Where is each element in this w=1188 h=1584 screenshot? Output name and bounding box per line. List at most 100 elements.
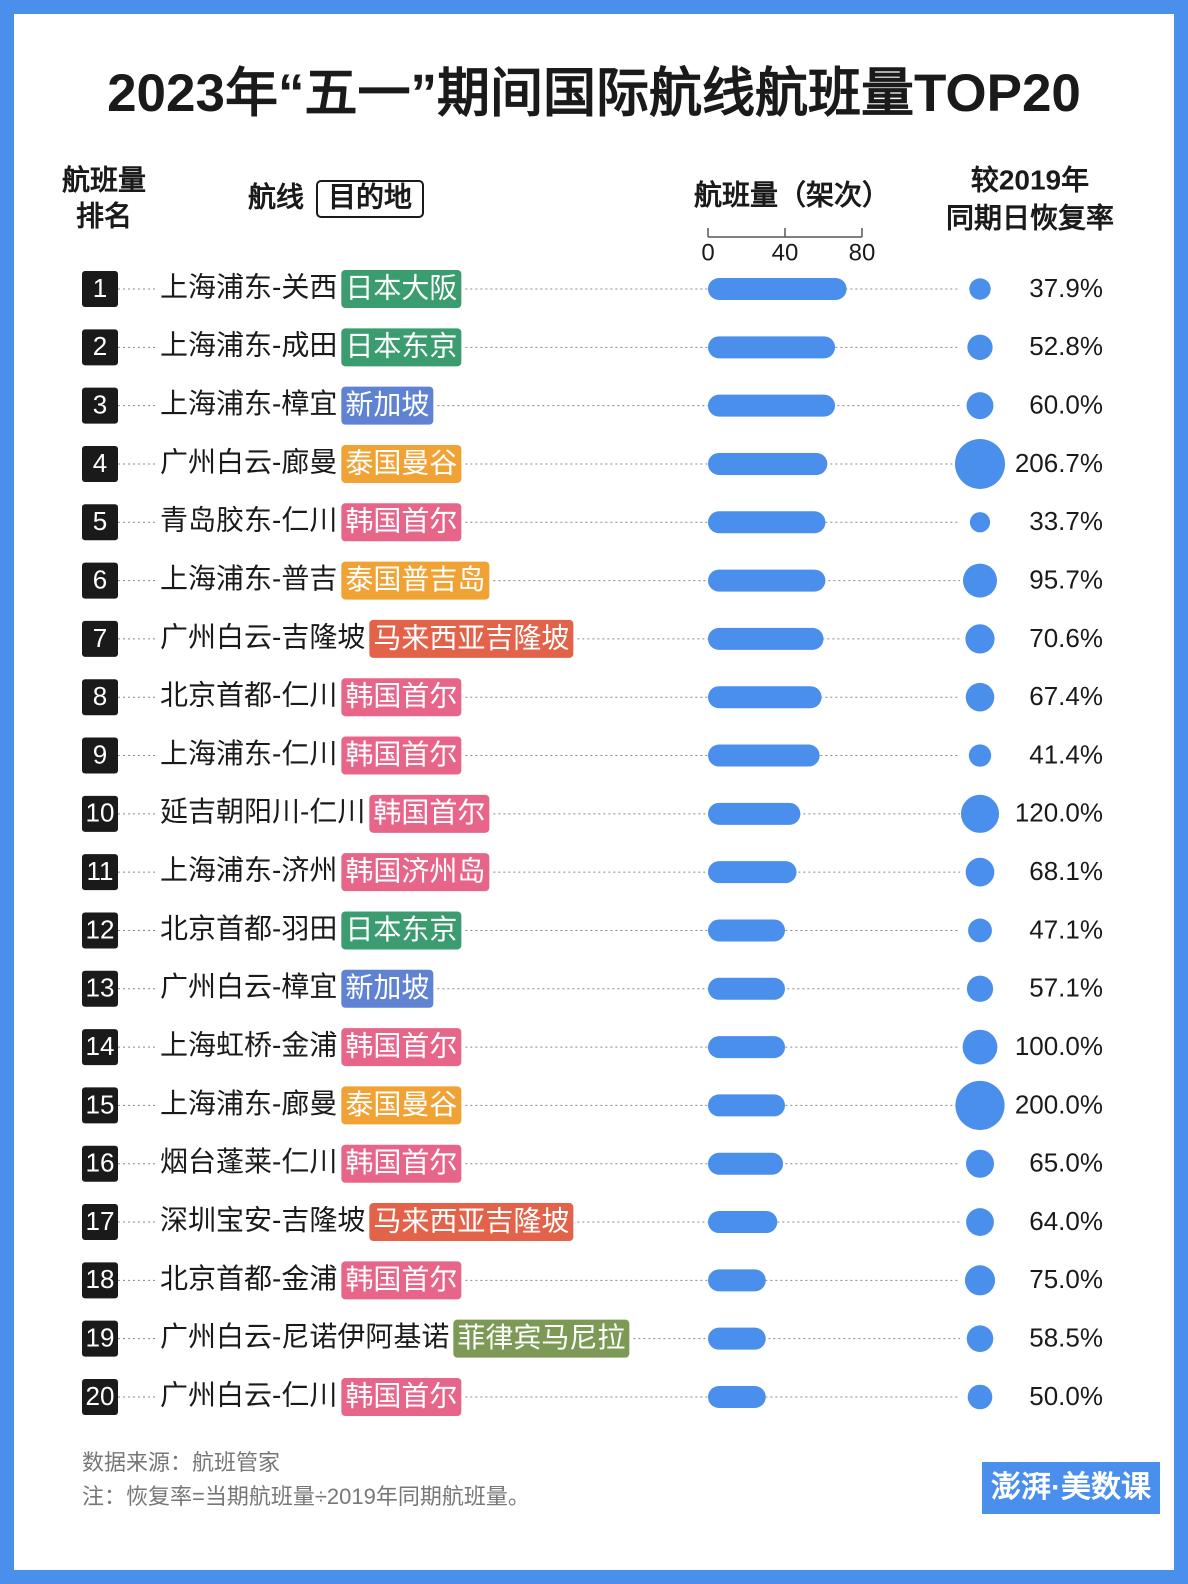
bar [708,1094,785,1117]
destination-tag [341,328,462,367]
bar [708,802,801,825]
rate-label: 95.7% [1029,564,1103,594]
bar [708,686,822,709]
route: 北京首都-金浦 [160,1263,337,1294]
destination-tag [369,794,490,833]
destination: 泰国普吉岛 [345,564,485,595]
rank: 2 [93,331,107,361]
destination: 新加坡 [345,972,429,1003]
destination-tag [341,853,490,892]
rank: 18 [86,1264,115,1294]
rate-label: 200.0% [1015,1089,1103,1119]
rank-header: 排名 [76,200,132,231]
rank: 12 [86,914,115,944]
rank: 13 [86,973,115,1003]
logo-box [982,1462,1160,1514]
rate-label: 47.1% [1029,914,1103,944]
bar [708,744,820,767]
rate-label: 52.8% [1029,331,1103,361]
rank: 16 [86,1148,115,1178]
destination: 韩国首尔 [345,1147,457,1178]
rate-label: 100.0% [1015,1031,1103,1061]
rank-box [82,737,118,774]
route: 上海浦东-济州 [160,855,337,886]
route: 北京首都-羽田 [160,913,337,944]
bar [708,569,826,592]
rank: 19 [86,1323,115,1353]
route: 深圳宝安-吉隆坡 [160,1204,365,1235]
rank: 1 [93,273,107,303]
rank-box [82,387,118,424]
rate-bubble [965,624,995,654]
destination-tag [341,1261,462,1300]
route: 延吉朝阳川-仁川 [160,796,365,827]
bar [708,336,836,359]
rank-box [82,271,118,307]
rank: 15 [86,1089,115,1119]
rate-bubble [967,1384,993,1410]
rate-bubble [966,975,994,1002]
rate-label: 65.0% [1029,1148,1103,1178]
destination: 韩国首尔 [345,739,457,770]
destination: 马来西亚吉隆坡 [373,622,569,653]
bar [708,627,824,650]
destination-tag [341,1086,462,1125]
bar [708,1036,785,1059]
rank-box [82,970,118,1007]
rate-bubble [966,392,994,420]
rank: 20 [86,1381,115,1411]
rate-header: 同期日恢复率 [946,201,1114,233]
rank: 11 [87,856,114,886]
rank-box [82,1262,118,1299]
rate-bubble [965,1149,995,1178]
bar [708,977,785,1000]
rate-bubble [969,512,991,533]
rank-box [82,445,118,482]
rate-label: 41.4% [1029,739,1103,769]
rank-box [82,1145,118,1182]
rank: 6 [93,564,107,594]
destination-tag [341,270,462,308]
destination-tag [341,561,490,600]
route: 广州白云-廊曼 [160,446,337,477]
destination-tag [369,1203,574,1242]
rate-bubble [966,1325,994,1352]
rate-label: 70.6% [1029,623,1103,653]
rate-bubble [965,857,995,887]
rate-bubble [955,438,1005,489]
bar [708,394,836,417]
destination: 韩国首尔 [345,1264,457,1295]
chart-title: 2023年“五一”期间国际航线航班量TOP20 [107,64,1081,123]
rate-header: 较2019年 [971,163,1089,195]
rank-box [82,329,118,366]
rate-bubble [968,918,992,943]
destination-tag [341,1378,462,1416]
rank: 17 [86,1206,115,1236]
destination: 韩国首尔 [345,1380,457,1411]
rank: 10 [86,798,115,828]
rank-box [82,562,118,599]
destination: 新加坡 [345,389,429,420]
route: 上海虹桥-金浦 [160,1029,337,1060]
route: 上海浦东-普吉 [160,563,337,594]
destination: 日本东京 [345,331,457,362]
bar [708,1327,766,1350]
route: 上海浦东-仁川 [160,738,337,769]
destination-tag [453,1319,630,1358]
rank-box [82,1320,118,1357]
destination: 韩国首尔 [373,797,485,828]
destination-header-box [316,180,424,218]
destination: 韩国济州岛 [345,856,485,887]
rank-box [82,1029,118,1066]
route: 烟台蓬莱-仁川 [160,1146,337,1177]
destination: 韩国首尔 [345,506,457,537]
rate-label: 120.0% [1015,798,1103,828]
rank-box [82,1379,118,1415]
rank: 5 [93,506,107,536]
rate-label: 67.4% [1029,681,1103,711]
rank-box [82,1204,118,1241]
route: 上海浦东-廊曼 [160,1088,337,1119]
rate-label: 60.0% [1029,390,1103,420]
